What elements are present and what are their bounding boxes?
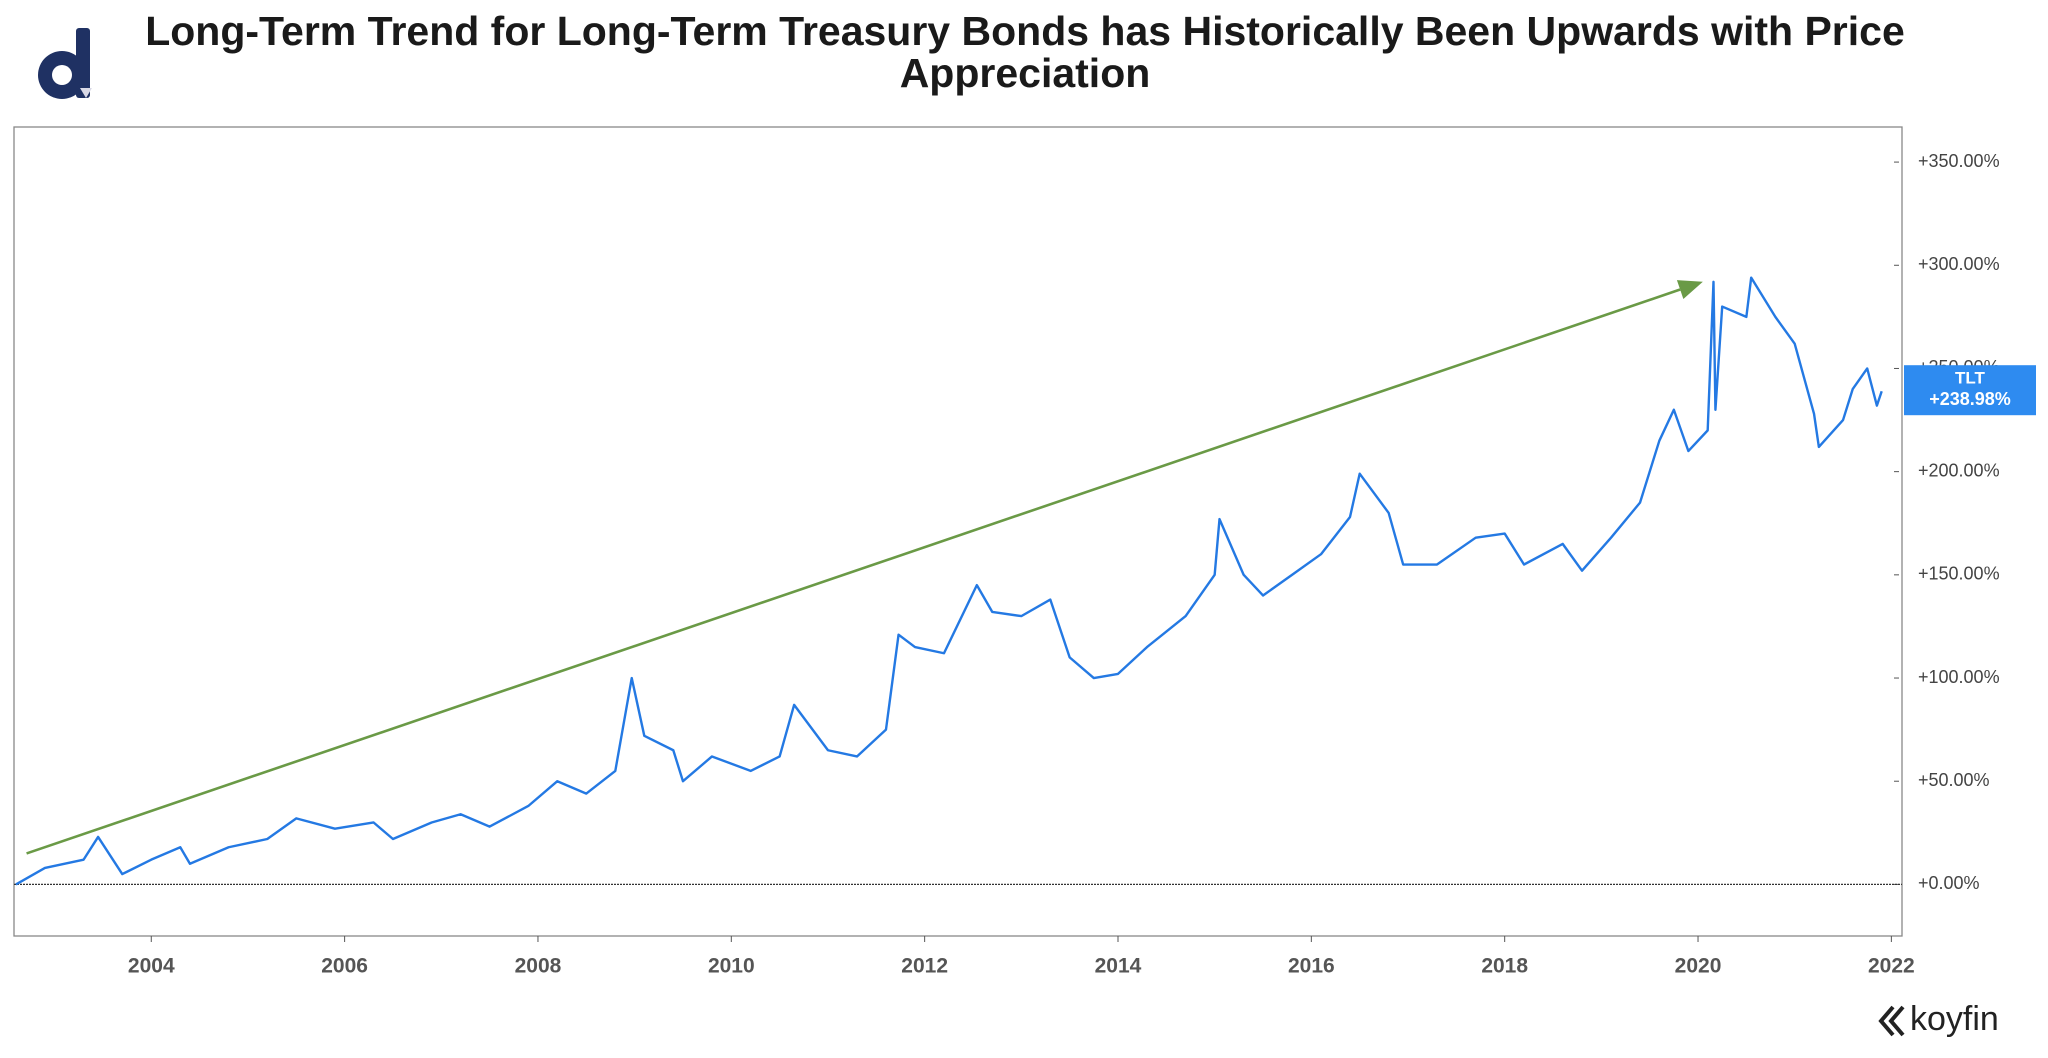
x-tick-label: 2012 (901, 955, 948, 978)
y-tick-label: +200.00% (1918, 460, 2000, 480)
x-tick-label: 2020 (1675, 955, 1722, 978)
logo (38, 28, 92, 99)
y-tick-label: +50.00% (1918, 770, 1990, 790)
x-tick-label: 2018 (1481, 955, 1528, 978)
x-tick-label: 2010 (708, 955, 755, 978)
x-tick-label: 2014 (1095, 955, 1142, 978)
last-value-badge (1904, 365, 2036, 416)
trend-arrow-head (1676, 280, 1703, 299)
chart-title: Long-Term Trend for Long-Term Treasury B… (145, 8, 1905, 96)
trend-arrow (26, 288, 1681, 855)
x-tick-label: 2016 (1288, 955, 1335, 978)
x-tick-label: 2008 (515, 955, 562, 978)
last-value-label: +238.98% (1929, 389, 2011, 409)
x-tick-label: 2006 (321, 955, 368, 978)
series-name: TLT (1955, 369, 1986, 388)
series-line (15, 276, 1883, 886)
y-tick-label: +100.00% (1918, 667, 2000, 687)
y-tick-label: +0.00% (1918, 873, 1980, 893)
y-tick-label: +150.00% (1918, 564, 2000, 584)
plot-frame (13, 126, 1903, 937)
y-tick-label: +300.00% (1918, 254, 2000, 274)
x-tick-label: 2022 (1868, 955, 1915, 978)
y-tick-label: +350.00% (1918, 151, 2000, 171)
x-tick-label: 2004 (128, 955, 175, 978)
koyfin-logo (1878, 1005, 1905, 1037)
watermark: koyfin (1910, 1000, 1999, 1038)
